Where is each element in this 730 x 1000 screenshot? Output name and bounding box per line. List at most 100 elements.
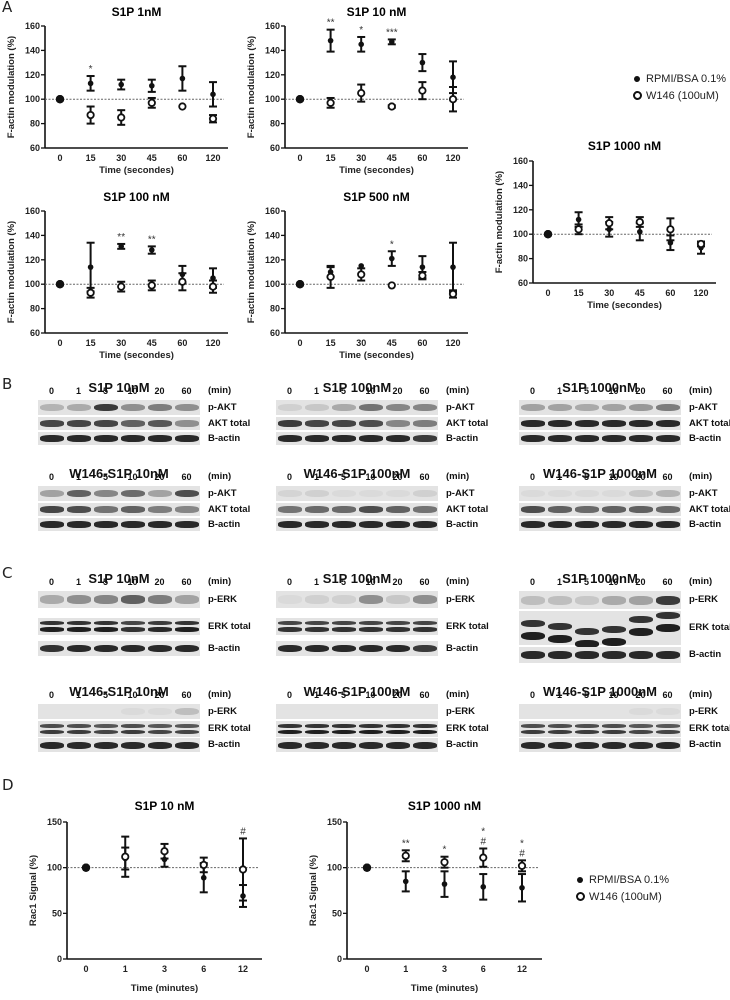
band bbox=[305, 595, 329, 604]
data-point-filled bbox=[200, 874, 207, 881]
lane-label: 20 bbox=[392, 690, 403, 700]
band bbox=[40, 724, 64, 728]
x-tick-label: 60 bbox=[177, 153, 187, 163]
lane-label: 1 bbox=[556, 690, 562, 700]
chart-s1p-1nm: S1P 1nM 60 80 100 120 140 160 0 15 30 45 60 120 Time … bbox=[0, 0, 240, 180]
band bbox=[386, 627, 410, 632]
band bbox=[359, 489, 383, 498]
x-tick-label: 45 bbox=[387, 153, 397, 163]
band bbox=[94, 644, 118, 653]
blot-strip-b-actin bbox=[276, 738, 438, 752]
lane-label: 20 bbox=[392, 472, 403, 482]
band bbox=[148, 729, 172, 734]
lane-labels: 0 1 5 10 20 60 bbox=[38, 386, 200, 396]
band bbox=[305, 435, 329, 442]
band bbox=[359, 627, 383, 632]
legend-series-2: W146 (100uM) bbox=[589, 890, 662, 903]
y-tick-label: 100 bbox=[25, 94, 40, 104]
band bbox=[40, 435, 64, 442]
band bbox=[40, 521, 64, 528]
y-tick-label: 60 bbox=[270, 143, 280, 153]
blot-row-label: AKT total bbox=[446, 417, 489, 429]
data-point-open bbox=[147, 98, 156, 107]
time-unit-label: (min) bbox=[689, 576, 713, 587]
data-point bbox=[81, 863, 91, 872]
y-tick-label: 0 bbox=[337, 954, 342, 964]
band bbox=[629, 724, 653, 728]
data-point-filled bbox=[118, 81, 124, 88]
band bbox=[332, 741, 356, 749]
band bbox=[94, 595, 118, 604]
band bbox=[332, 403, 356, 412]
lane-label: 10 bbox=[608, 690, 619, 700]
x-tick-label: 15 bbox=[574, 288, 584, 298]
data-point-filled bbox=[575, 216, 582, 223]
band bbox=[575, 741, 599, 749]
significance-marker: ** bbox=[148, 234, 156, 245]
blot-strip-p-akt bbox=[519, 400, 681, 415]
band bbox=[548, 420, 572, 427]
band bbox=[575, 651, 599, 659]
blot-strip-b-actin bbox=[38, 518, 200, 531]
band bbox=[332, 420, 356, 427]
chart-s1p-10nm: S1P 10 nM 60 80 100 120 140 160 0 15 30 45 60 120 Tim… bbox=[240, 0, 480, 180]
lane-label: 0 bbox=[48, 577, 54, 587]
band bbox=[332, 435, 356, 442]
band bbox=[305, 627, 329, 632]
lane-label: 60 bbox=[419, 386, 430, 396]
band bbox=[305, 403, 329, 412]
x-tick-label: 120 bbox=[205, 338, 220, 348]
x-axis-label: Time (secondes) bbox=[339, 350, 414, 361]
blot-strip-p-akt bbox=[38, 400, 200, 415]
band bbox=[602, 521, 626, 528]
band bbox=[413, 595, 437, 604]
lane-label: 1 bbox=[313, 577, 319, 587]
blot-strip-p-akt bbox=[276, 400, 438, 415]
band bbox=[602, 637, 626, 647]
blot-title: W146-S1P 1000nM bbox=[543, 466, 657, 481]
band bbox=[602, 595, 626, 605]
blot-strip-akt-total bbox=[38, 417, 200, 430]
blot-strip-p-erk bbox=[276, 704, 438, 719]
lane-label: 20 bbox=[154, 690, 165, 700]
lane-label: 1 bbox=[75, 472, 81, 482]
blot-title: W146-S1P 100nM bbox=[303, 466, 411, 481]
lane-label: 0 bbox=[529, 472, 535, 482]
band bbox=[305, 644, 329, 653]
band bbox=[121, 627, 145, 632]
data-point-filled bbox=[419, 264, 426, 270]
blot-row-label: p-AKT bbox=[446, 401, 475, 413]
lane-label: 10 bbox=[365, 386, 376, 396]
band bbox=[386, 644, 410, 653]
chart-rac1-s1p-10nm: S1P 10 nM 0 50 100 150 0 1 3 6 12 Time (minutes) Ra… bbox=[0, 795, 270, 995]
band bbox=[629, 420, 653, 427]
band bbox=[629, 435, 653, 442]
data-point-open bbox=[574, 225, 583, 234]
legend-panel-a: RPMI/BSA 0.1% W146 (100uM) bbox=[628, 70, 726, 104]
blot-strip-erk-total bbox=[519, 721, 681, 737]
blot-row-label: p-AKT bbox=[208, 487, 237, 499]
lane-label: 1 bbox=[556, 577, 562, 587]
blot-row-label: p-AKT bbox=[689, 401, 718, 413]
data-point-open bbox=[448, 289, 458, 299]
band bbox=[175, 521, 199, 528]
band bbox=[575, 521, 599, 528]
band bbox=[40, 741, 64, 749]
band bbox=[121, 489, 145, 498]
band bbox=[305, 521, 329, 528]
band bbox=[602, 651, 626, 659]
band bbox=[413, 627, 437, 632]
blot-title: W146-S1P 100nM bbox=[303, 684, 411, 699]
y-tick-label: 140 bbox=[513, 180, 528, 190]
lane-label: 5 bbox=[102, 472, 108, 482]
band bbox=[121, 621, 145, 626]
band bbox=[629, 707, 653, 716]
lane-label: 1 bbox=[75, 386, 81, 396]
x-tick-label: 15 bbox=[86, 338, 96, 348]
x-tick-label: 30 bbox=[116, 338, 126, 348]
blot-title: W146-S1P 1000nM bbox=[543, 684, 657, 699]
lane-label: 5 bbox=[102, 577, 108, 587]
band bbox=[121, 707, 145, 716]
blot-strip-akt-total bbox=[519, 503, 681, 516]
band bbox=[67, 489, 91, 498]
